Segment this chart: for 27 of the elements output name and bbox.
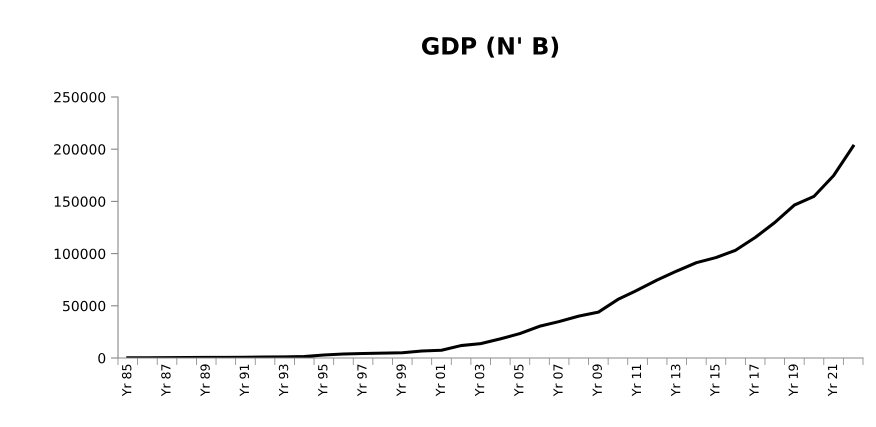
x-tick-label: Yr 99	[396, 364, 406, 396]
x-tick-label: Yr 89	[200, 364, 210, 396]
x-tick-label: Yr 87	[161, 364, 171, 396]
x-tick-label: Yr 91	[240, 364, 250, 396]
x-tick-label: Yr 11	[632, 364, 641, 396]
x-tick-label: Yr 13	[670, 364, 680, 396]
chart-title: GDP (N' B)	[422, 36, 558, 58]
x-tick-label: Yr 95	[318, 364, 328, 396]
y-tick-label: 50000	[63, 300, 106, 312]
x-tick-label: Yr 05	[514, 364, 524, 396]
x-tick-label: Yr 19	[788, 364, 798, 396]
x-tick-label: Yr 09	[592, 364, 602, 396]
x-tick-label: Yr 93	[278, 364, 288, 396]
x-tick-label: Yr 17	[750, 364, 759, 396]
y-tick-label: 250000	[54, 92, 106, 102]
x-tick-label: Yr 07	[553, 364, 563, 396]
x-tick-label: Yr 21	[828, 364, 838, 396]
x-tick-label: Yr 03	[474, 364, 484, 396]
y-tick-label: 200000	[54, 144, 106, 155]
y-tick-label: 150000	[54, 196, 106, 207]
y-tick-label: 100000	[54, 248, 106, 260]
y-tick-label: 0	[98, 352, 106, 364]
x-tick-label: Yr 85	[122, 364, 132, 396]
x-tick-label: Yr 01	[436, 364, 446, 396]
x-tick-label: Yr 97	[357, 364, 367, 396]
line-series	[126, 144, 855, 358]
x-tick-label: Yr 15	[710, 364, 720, 396]
